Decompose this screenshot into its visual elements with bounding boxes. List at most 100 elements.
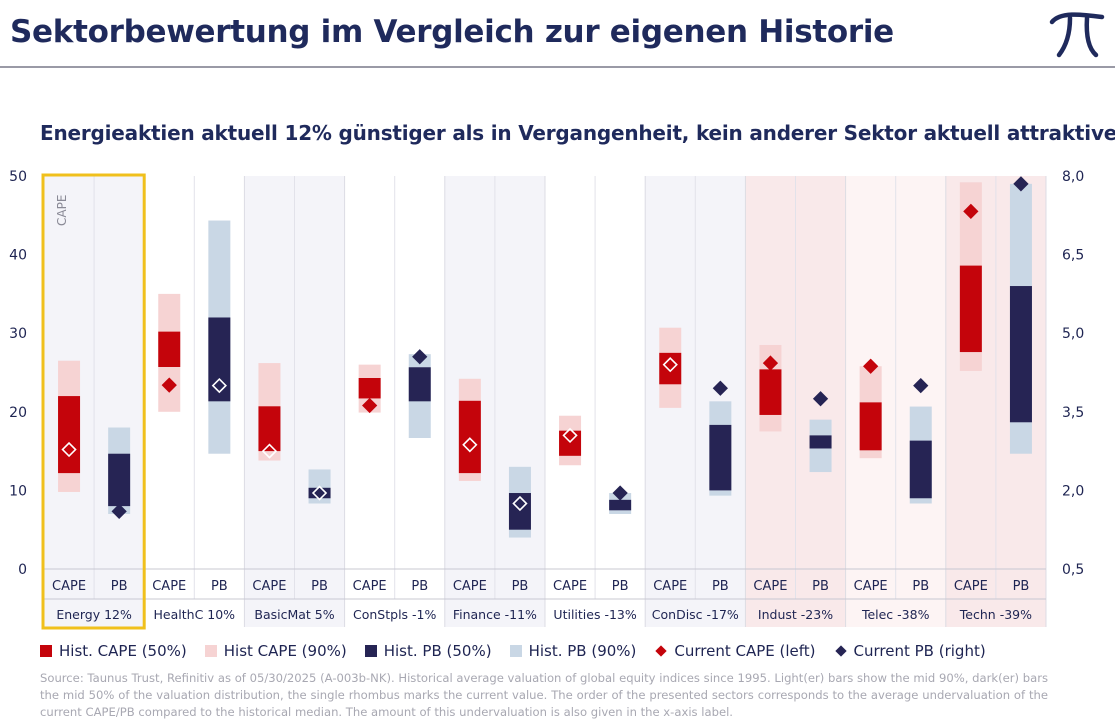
left-axis-tick-label: 20 bbox=[9, 405, 27, 421]
pb-50-bar bbox=[909, 440, 932, 499]
pb-50-bar bbox=[809, 435, 832, 449]
legend-label: Current CAPE (left) bbox=[674, 642, 816, 660]
cape-50-bar bbox=[358, 378, 381, 399]
current-pb-marker bbox=[412, 349, 428, 365]
right-axis-tick-label: 3,5 bbox=[1062, 405, 1084, 421]
current-cape-marker bbox=[462, 437, 478, 453]
current-cape-marker bbox=[762, 355, 779, 371]
diamond-icon bbox=[655, 645, 668, 657]
left-axis-tick-label: 50 bbox=[9, 169, 27, 185]
x-sector-label: Energy 12% bbox=[56, 607, 132, 622]
x-sector-label: Finance -11% bbox=[453, 607, 537, 622]
x-sub-label-cape: CAPE bbox=[152, 579, 186, 594]
current-cape-marker bbox=[362, 397, 378, 414]
x-sub-label-pb: PB bbox=[1013, 579, 1030, 594]
x-sub-label-cape: CAPE bbox=[854, 579, 888, 594]
legend-item-current-pb: Current PB (right) bbox=[834, 642, 986, 660]
legend-item-hist-cape-50: Hist. CAPE (50%) bbox=[40, 642, 187, 660]
legend-label: Hist. CAPE (50%) bbox=[59, 642, 187, 660]
cape-50-bar bbox=[258, 406, 281, 452]
x-sector-label: Indust -23% bbox=[758, 607, 833, 622]
current-pb-marker bbox=[612, 485, 628, 501]
legend-label: Hist. PB (90%) bbox=[528, 642, 637, 660]
left-axis-label: CAPE bbox=[55, 195, 69, 226]
source-footnote: Source: Taunus Trust, Refinitiv as of 05… bbox=[40, 671, 1048, 719]
x-sub-label-cape: CAPE bbox=[753, 579, 787, 594]
sector-valuation-chart: 0 10 20 30 40 50 0,5 2,0 3,5 5,0 6,5 8,0 CAPE PB CAPE P… bbox=[9, 169, 1084, 630]
x-sector-label: HealthC 10% bbox=[154, 607, 236, 622]
x-sector-label: Utilities -13% bbox=[553, 607, 636, 622]
current-pb-marker bbox=[913, 377, 929, 394]
pb-50-bar bbox=[709, 424, 732, 491]
x-sector-label: ConStpls -1% bbox=[353, 607, 436, 622]
x-sub-label-cape: CAPE bbox=[954, 579, 988, 594]
x-sub-label-cape: CAPE bbox=[353, 579, 387, 594]
current-cape-marker bbox=[863, 358, 879, 374]
cape-50-bar bbox=[158, 331, 181, 367]
current-cape-marker bbox=[261, 443, 278, 459]
x-sector-label: Telec -38% bbox=[861, 607, 930, 622]
left-axis-tick-label: 40 bbox=[9, 248, 27, 264]
current-cape-marker bbox=[61, 441, 77, 458]
x-sub-label-cape: CAPE bbox=[252, 579, 286, 594]
highlight-box bbox=[41, 173, 146, 630]
right-axis-tick-label: 2,0 bbox=[1062, 483, 1084, 499]
legend-item-hist-pb-90: Hist. PB (90%) bbox=[509, 642, 637, 660]
page-title: Sektorbewertung im Vergleich zur eigenen… bbox=[10, 14, 894, 50]
x-sub-label-pb: PB bbox=[411, 579, 428, 594]
legend-label: Current PB (right) bbox=[853, 642, 986, 660]
pb-50-bar bbox=[108, 453, 131, 507]
cape-50-bar bbox=[458, 400, 481, 474]
right-axis-tick-label: 5,0 bbox=[1062, 326, 1084, 342]
cape-50-bar bbox=[58, 396, 81, 474]
current-pb-marker bbox=[211, 377, 227, 394]
legend-label: Hist CAPE (90%) bbox=[223, 642, 347, 660]
diamond-icon bbox=[834, 645, 847, 657]
left-axis-tick-label: 0 bbox=[18, 562, 27, 578]
x-sub-label-cape: CAPE bbox=[553, 579, 587, 594]
pb-50-bar bbox=[508, 493, 531, 530]
header-divider bbox=[0, 66, 1115, 68]
current-pb-marker bbox=[311, 485, 328, 501]
x-sub-label-pb: PB bbox=[512, 579, 529, 594]
legend-swatch bbox=[204, 645, 217, 657]
pb-50-bar bbox=[408, 367, 431, 402]
cape-50-bar bbox=[959, 265, 982, 353]
x-sub-label-cape: CAPE bbox=[453, 579, 487, 594]
x-sub-label-pb: PB bbox=[612, 579, 629, 594]
cape-50-bar bbox=[659, 352, 682, 385]
legend-item-hist-cape-90: Hist CAPE (90%) bbox=[204, 642, 347, 660]
current-cape-marker bbox=[662, 357, 678, 373]
cape-50-bar bbox=[559, 430, 582, 456]
x-sub-label-pb: PB bbox=[211, 579, 228, 594]
left-axis-tick-label: 30 bbox=[9, 326, 27, 342]
current-pb-marker bbox=[111, 503, 127, 519]
current-pb-marker bbox=[512, 495, 528, 512]
x-sub-label-pb: PB bbox=[812, 579, 829, 594]
x-sub-label-pb: PB bbox=[311, 579, 328, 594]
chart-legend: Hist. CAPE (50%) Hist CAPE (90%) Hist. P… bbox=[40, 640, 1004, 662]
x-sector-label: Techn -39% bbox=[959, 607, 1032, 622]
cape-50-bar bbox=[759, 369, 782, 415]
current-pb-marker bbox=[712, 380, 728, 396]
pb-50-bar bbox=[609, 499, 632, 511]
legend-swatch bbox=[509, 645, 522, 657]
x-sub-label-pb: PB bbox=[912, 579, 929, 594]
legend-swatch bbox=[40, 645, 52, 657]
current-pb-marker bbox=[812, 391, 829, 407]
left-axis-tick-label: 10 bbox=[9, 483, 27, 499]
chart-subtitle: Energieaktien aktuell 12% günstiger als … bbox=[40, 121, 1115, 145]
right-axis-tick-label: 8,0 bbox=[1062, 169, 1084, 185]
x-sector-label: ConDisc -17% bbox=[652, 607, 739, 622]
pb-50-bar bbox=[208, 317, 231, 402]
pb-50-bar bbox=[1009, 286, 1032, 423]
right-axis-tick-label: 0,5 bbox=[1062, 562, 1084, 578]
x-sector-label: BasicMat 5% bbox=[254, 607, 334, 622]
legend-item-current-cape: Current CAPE (left) bbox=[654, 642, 816, 660]
x-sub-label-cape: CAPE bbox=[52, 579, 86, 594]
x-sub-label-pb: PB bbox=[111, 579, 128, 594]
legend-swatch bbox=[364, 645, 377, 657]
current-cape-marker bbox=[963, 203, 979, 220]
legend-item-hist-pb-50: Hist. PB (50%) bbox=[364, 642, 492, 660]
right-axis-tick-label: 6,5 bbox=[1062, 248, 1084, 264]
